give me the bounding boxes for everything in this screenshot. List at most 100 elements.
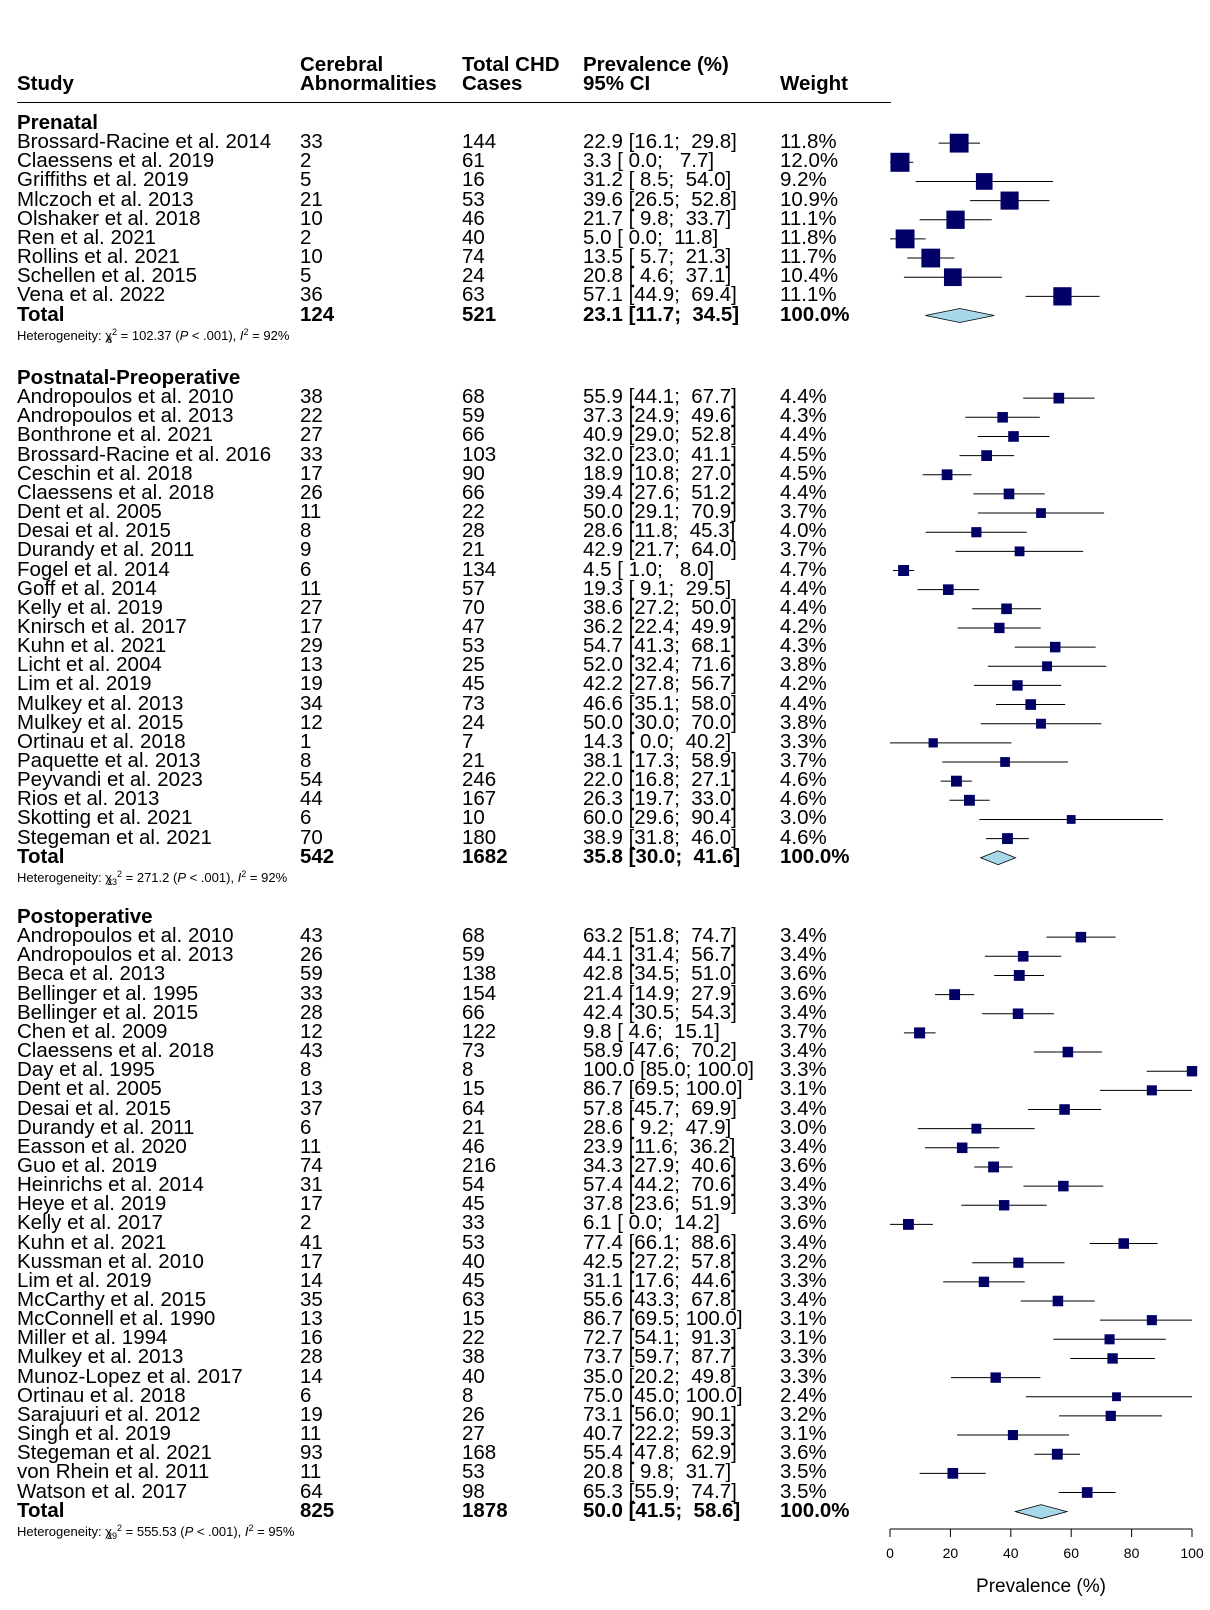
table-row: Goff et al. 2014 11 57 19.3 [ 9.1; 29.5] 4.4… <box>0 578 880 599</box>
weight-value: 4.5% <box>780 461 827 485</box>
weight-value: 3.1% <box>780 1077 827 1101</box>
prevalence-ci: 23.1 [11.7; 34.5] <box>583 302 740 326</box>
table-row: Ortinau et al. 2018 6 8 75.0 [45.0; 100.0] 2… <box>0 1383 880 1407</box>
total-cases: 134 <box>462 557 497 581</box>
prevalence-ci: 36.2 [22.4; 49.9] <box>583 614 737 638</box>
point-estimate <box>1036 508 1046 518</box>
weight-value: 4.3% <box>780 404 827 428</box>
point-estimate <box>1014 546 1025 557</box>
point-estimate <box>1013 970 1025 981</box>
study-name: Stegeman et al. 2021 <box>17 1441 212 1465</box>
table-row: Day et al. 1995 8 8 100.0 [85.0; 100.0] 3.3% <box>0 1058 880 1082</box>
header-study: Study <box>17 72 74 95</box>
weight-value: 3.5% <box>780 1479 827 1503</box>
abnormalities-count: 38 <box>300 385 323 409</box>
study-name: Olshaker et al. 2018 <box>17 206 201 230</box>
point-estimate <box>956 1142 968 1154</box>
abnormalities-count: 29 <box>300 634 323 658</box>
abnormalities-count: 10 <box>300 206 323 230</box>
total-cases: 63 <box>462 1288 485 1311</box>
prevalence-ci: 46.6 [35.1; 58.0] <box>583 691 737 715</box>
point-estimate <box>1146 1315 1157 1326</box>
weight-value: 3.4% <box>780 1000 827 1024</box>
table-row: Durandy et al. 2011 9 21 42.9 [21.7; 64.0] 3… <box>0 540 880 561</box>
study-name: Skotting et al. 2021 <box>17 806 193 830</box>
study-name: Day et al. 1995 <box>17 1058 155 1082</box>
x-tick-label: 40 <box>1003 1545 1019 1561</box>
prevalence-ci: 57.8 [45.7; 69.9] <box>583 1096 737 1120</box>
study-name: Griffiths et al. 2019 <box>17 168 189 192</box>
total-cases: 144 <box>462 130 497 154</box>
prevalence-ci: 52.0 [32.4; 71.6] <box>583 653 737 677</box>
weight-value: 3.0% <box>780 1115 827 1139</box>
table-row: Mulkey et al. 2015 12 24 50.0 [30.0; 70.0] 3… <box>0 712 880 733</box>
table-row: Bellinger et al. 1995 33 154 21.4 [14.9; 27… <box>0 983 880 1004</box>
prevalence-ci: 86.7 [69.5; 100.0] <box>583 1307 743 1331</box>
study-name: Total <box>17 302 65 326</box>
total-cases: 28 <box>462 519 485 543</box>
abnormalities-count: 41 <box>300 1230 323 1254</box>
abnormalities-count: 11 <box>300 500 322 524</box>
study-name: Vena et al. 2022 <box>17 283 166 307</box>
weight-value: 4.4% <box>780 480 827 504</box>
total-cases: 68 <box>462 385 485 409</box>
study-name: Munoz-Lopez et al. 2017 <box>17 1364 243 1388</box>
abnormalities-count: 64 <box>300 1479 323 1503</box>
total-cases: 7 <box>462 729 474 753</box>
weight-value: 3.7% <box>780 1019 827 1043</box>
abnormalities-count: 27 <box>300 595 323 619</box>
abnormalities-count: 14 <box>300 1268 323 1292</box>
abnormalities-count: 36 <box>300 283 323 307</box>
point-estimate <box>928 738 938 748</box>
weight-value: 3.6% <box>780 1441 827 1465</box>
table-row: Claessens et al. 2018 26 66 39.4 [27.6; 51.… <box>0 480 880 504</box>
weight-value: 3.8% <box>780 653 827 677</box>
table-row: Chen et al. 2009 12 122 9.8 [ 4.6; 15.1] 3.7… <box>0 1019 880 1043</box>
abnormalities-count: 8 <box>300 1058 312 1082</box>
study-name: Singh et al. 2019 <box>17 1422 171 1446</box>
table-row: Paquette et al. 2013 8 21 38.1 [17.3; 58.9]… <box>0 749 880 772</box>
weight-value: 3.1% <box>780 1326 827 1350</box>
abnormalities-count: 26 <box>300 943 323 967</box>
prevalence-ci: 5.0 [ 0.0; 11.8] <box>583 225 719 249</box>
table-row: Easson et al. 2020 11 46 23.9 [11.6; 36.2] 3… <box>0 1136 880 1157</box>
study-name: Brossard-Racine et al. 2014 <box>17 130 272 154</box>
study-name: Mlczoch et al. 2013 <box>17 187 194 211</box>
weight-value: 3.4% <box>780 1288 827 1311</box>
study-name: Ceschin et al. 2018 <box>17 461 193 485</box>
prevalence-ci: 35.0 [20.2; 49.8] <box>583 1364 737 1388</box>
table-row: Ren et al. 2021 2 40 5.0 [ 0.0; 11.8] 11.8% <box>0 225 880 249</box>
point-estimate <box>943 268 962 287</box>
table-row: Olshaker et al. 2018 10 46 21.7 [ 9.8; 33.7… <box>0 206 880 230</box>
weight-value: 2.4% <box>780 1383 827 1407</box>
point-estimate <box>1066 815 1076 824</box>
weight-value: 3.0% <box>780 806 827 830</box>
point-estimate <box>898 565 910 576</box>
point-estimate <box>1058 1180 1069 1192</box>
study-name: Dent et al. 2005 <box>17 1077 162 1101</box>
study-name: Knirsch et al. 2017 <box>17 614 187 638</box>
point-estimate <box>947 1468 959 1479</box>
study-name: Andropoulos et al. 2013 <box>17 943 234 967</box>
total-cases: 33 <box>462 1211 485 1235</box>
study-name: Licht et al. 2004 <box>17 653 162 677</box>
study-name: Peyvandi et al. 2023 <box>17 768 203 792</box>
prevalence-ci: 50.0 [29.1; 70.9] <box>583 500 737 524</box>
table-row: Dent et al. 2005 11 22 50.0 [29.1; 70.9] 3.7… <box>0 500 880 524</box>
abnormalities-count: 43 <box>300 924 323 948</box>
weight-value: 100.0% <box>780 302 850 326</box>
study-name: Total <box>17 844 65 868</box>
abnormalities-count: 43 <box>300 1039 323 1063</box>
point-estimate <box>902 1218 914 1230</box>
prevalence-ci: 38.1 [17.3; 58.9] <box>583 749 737 772</box>
prevalence-ci: 72.7 [54.1; 91.3] <box>583 1326 737 1350</box>
prevalence-ci: 63.2 [51.8; 74.7] <box>583 924 737 948</box>
prevalence-ci: 35.8 [30.0; 41.6] <box>583 844 741 868</box>
total-cases: 74 <box>462 245 485 269</box>
total-cases: 64 <box>462 1096 485 1120</box>
abnormalities-count: 17 <box>300 614 323 638</box>
study-name: Paquette et al. 2013 <box>17 749 201 772</box>
total-cases: 1682 <box>462 844 508 868</box>
table-row: Dent et al. 2005 13 15 86.7 [69.5; 100.0] 3.… <box>0 1077 880 1101</box>
weight-value: 3.4% <box>780 1230 827 1254</box>
